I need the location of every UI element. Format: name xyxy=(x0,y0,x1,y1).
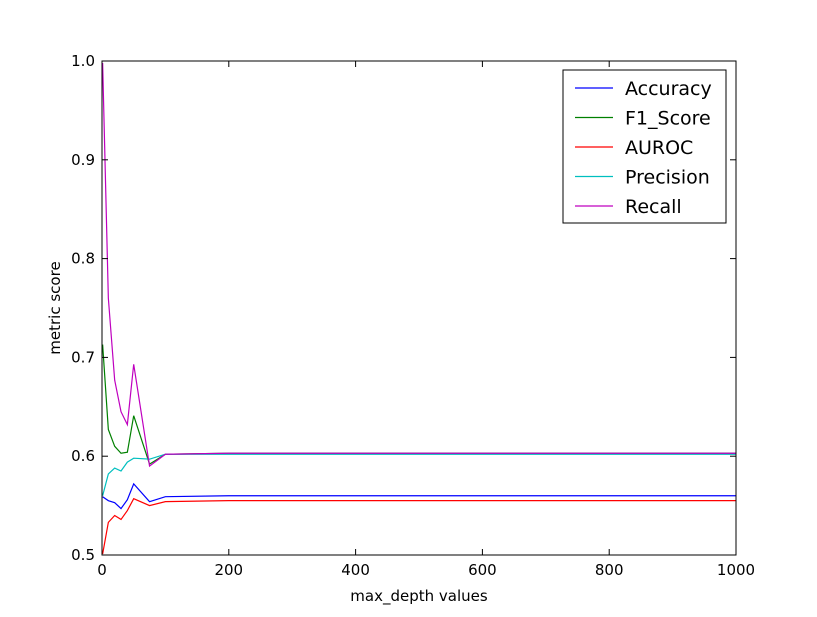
series-line-precision xyxy=(102,453,736,496)
axis-ticks: 0 200 400 600 800 1000 0.5 0.6 0.7 0.8 0.9 1.0 xyxy=(71,52,755,579)
x-tick-label: 200 xyxy=(214,561,243,579)
legend-label: Recall xyxy=(625,196,682,218)
series-lines xyxy=(102,62,736,555)
plot-border xyxy=(101,60,737,556)
x-axis-label: max_depth values xyxy=(350,587,488,606)
x-tick-label: 600 xyxy=(468,561,497,579)
x-tick-label: 0 xyxy=(97,561,107,579)
y-tick-label: 0.9 xyxy=(71,151,95,169)
legend: Accuracy F1_Score AUROC Precision Recall xyxy=(562,69,727,224)
y-tick-label: 1.0 xyxy=(71,52,95,70)
y-axis-label: metric score xyxy=(46,261,64,354)
series-line-accuracy xyxy=(102,482,736,510)
y-tick-label: 0.5 xyxy=(71,546,95,564)
y-tick-label: 0.6 xyxy=(71,447,95,465)
legend-label: F1_Score xyxy=(625,108,711,130)
legend-label: Precision xyxy=(625,167,710,189)
x-tick-label: 1000 xyxy=(717,561,755,579)
y-tick-label: 0.8 xyxy=(71,250,95,268)
legend-label: Accuracy xyxy=(625,78,712,100)
series-line-auroc xyxy=(102,497,736,555)
x-tick-label: 800 xyxy=(595,561,624,579)
y-tick-label: 0.7 xyxy=(71,348,95,366)
x-tick-label: 400 xyxy=(341,561,370,579)
series-line-recall xyxy=(102,62,736,468)
legend-label: AUROC xyxy=(625,137,693,159)
